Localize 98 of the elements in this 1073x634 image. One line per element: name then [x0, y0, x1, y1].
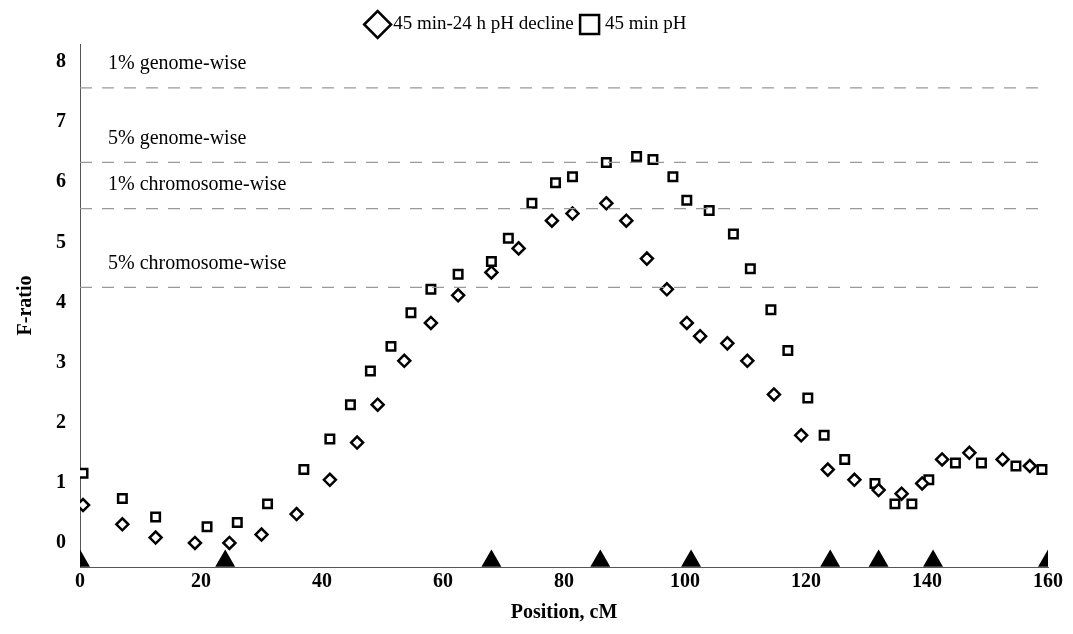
point	[1010, 460, 1022, 472]
point	[647, 153, 659, 165]
point	[740, 353, 755, 369]
point	[511, 241, 526, 256]
y-tick-label: 7	[56, 109, 66, 132]
point	[425, 283, 437, 295]
point	[385, 340, 397, 352]
point	[934, 452, 950, 467]
point	[600, 156, 612, 168]
point	[995, 452, 1010, 467]
x-tick-label: 40	[312, 569, 332, 592]
point	[847, 472, 862, 488]
point	[820, 462, 836, 477]
point	[324, 433, 336, 445]
point	[802, 392, 814, 404]
point	[423, 315, 439, 331]
point	[397, 353, 412, 369]
point	[782, 345, 794, 357]
point	[148, 530, 163, 545]
point	[679, 315, 695, 331]
point	[1022, 458, 1038, 474]
point	[793, 428, 809, 443]
point	[659, 282, 675, 297]
point	[201, 521, 213, 533]
point	[450, 288, 466, 303]
y-tick-label: 0	[56, 530, 66, 553]
point	[298, 464, 310, 476]
point	[639, 251, 655, 266]
x-tick-label: 80	[554, 569, 574, 592]
point	[484, 265, 499, 280]
ref-line-label: 1% genome-wise	[108, 51, 247, 75]
x-tick-label: 100	[670, 569, 700, 592]
point	[818, 429, 830, 441]
point	[231, 517, 243, 529]
point	[975, 457, 987, 469]
point	[322, 472, 338, 488]
point	[766, 387, 782, 402]
point	[115, 517, 130, 532]
point	[703, 205, 715, 217]
point	[405, 307, 417, 319]
y-tick-label: 8	[56, 49, 66, 72]
x-tick-label: 20	[191, 569, 211, 592]
point	[370, 397, 385, 412]
point	[914, 476, 930, 491]
point	[550, 177, 562, 189]
legend-label: 45 min pH	[605, 12, 687, 34]
point	[565, 206, 580, 221]
x-tick-label: 120	[791, 569, 821, 592]
point	[262, 498, 274, 510]
point	[187, 535, 203, 551]
point	[894, 486, 909, 501]
y-tick-label: 3	[56, 349, 66, 372]
y-tick-label: 1	[56, 470, 66, 493]
x-tick-label: 140	[912, 569, 942, 592]
point	[744, 263, 756, 275]
point	[566, 171, 578, 183]
ref-line-label: 5% genome-wise	[108, 125, 247, 149]
point	[727, 228, 739, 240]
point	[150, 511, 162, 523]
point	[720, 336, 735, 351]
point	[364, 365, 376, 377]
y-tick-label: 2	[56, 409, 66, 432]
point	[681, 194, 693, 206]
point	[619, 213, 634, 228]
y-tick-label: 6	[56, 169, 66, 192]
point	[116, 492, 128, 504]
point	[599, 196, 614, 211]
point	[349, 435, 365, 450]
point	[485, 256, 497, 268]
x-tick-label: 0	[75, 569, 85, 592]
point	[667, 171, 679, 183]
y-tick-label: 4	[56, 289, 66, 312]
point	[631, 150, 643, 162]
point	[692, 328, 708, 344]
point	[289, 506, 304, 522]
point	[765, 304, 777, 316]
ref-line-label: 5% chromosome-wise	[108, 250, 287, 273]
point	[452, 268, 464, 280]
point	[344, 399, 356, 411]
point	[839, 453, 851, 465]
point	[526, 197, 538, 209]
x-axis-title: Position, cM	[510, 600, 618, 623]
point	[889, 498, 901, 510]
point	[1036, 464, 1048, 476]
ref-line-label: 1% chromosome-wise	[108, 171, 287, 194]
legend-label: 45 min-24 h pH decline	[393, 12, 574, 34]
point	[962, 445, 977, 461]
point	[949, 457, 961, 469]
point	[254, 527, 269, 542]
point	[871, 482, 886, 498]
x-tick-label: 60	[433, 569, 453, 592]
point	[502, 232, 514, 244]
point	[544, 213, 560, 228]
x-tick-label: 160	[1033, 569, 1063, 592]
y-axis-title: F-ratio	[13, 275, 36, 336]
y-tick-label: 5	[56, 229, 66, 252]
point	[906, 498, 918, 510]
point	[222, 535, 237, 551]
